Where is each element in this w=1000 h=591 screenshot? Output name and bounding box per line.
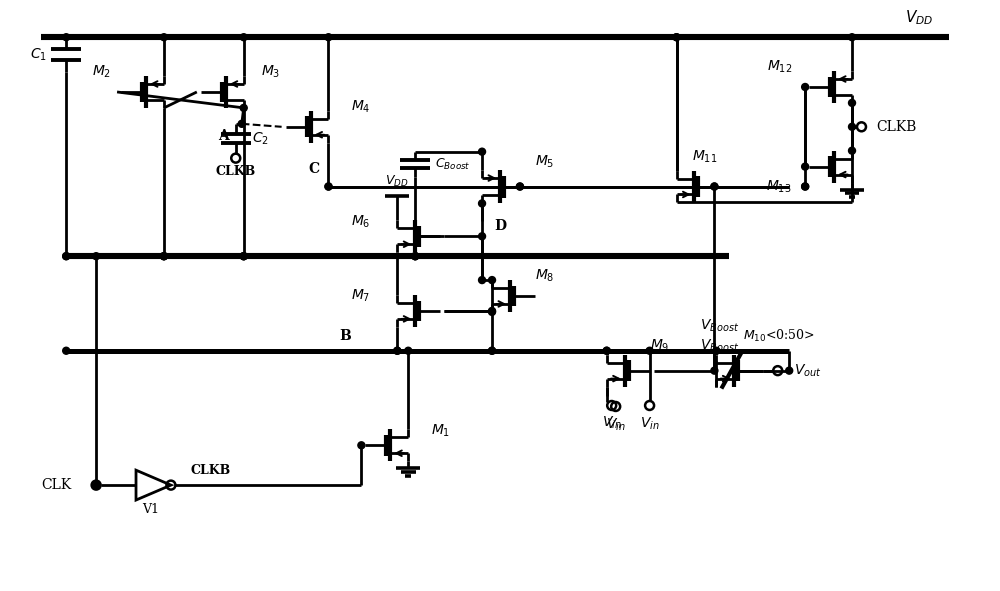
- Text: $V_{out}$: $V_{out}$: [794, 362, 822, 379]
- Circle shape: [489, 307, 496, 314]
- Circle shape: [489, 309, 496, 316]
- Circle shape: [405, 348, 412, 354]
- Text: A: A: [218, 129, 229, 143]
- Circle shape: [479, 148, 486, 155]
- Text: $M_{10}$<0:50>: $M_{10}$<0:50>: [743, 328, 815, 344]
- Text: $V_{in}$: $V_{in}$: [602, 414, 622, 431]
- Text: $V_{DD}$: $V_{DD}$: [905, 8, 933, 27]
- Circle shape: [63, 253, 70, 259]
- Circle shape: [802, 183, 809, 190]
- Circle shape: [673, 34, 680, 41]
- Text: $M_7$: $M_7$: [351, 288, 370, 304]
- Circle shape: [802, 183, 809, 190]
- Circle shape: [849, 99, 856, 106]
- Text: $M_{13}$: $M_{13}$: [766, 178, 792, 194]
- Text: $V_{in}$: $V_{in}$: [640, 415, 659, 431]
- Circle shape: [412, 253, 419, 259]
- Text: $C_{Boost}$: $C_{Boost}$: [435, 157, 471, 171]
- Text: $V_{Boost}$: $V_{Boost}$: [700, 317, 739, 334]
- Circle shape: [240, 34, 247, 41]
- Circle shape: [394, 348, 401, 354]
- Circle shape: [63, 348, 70, 354]
- Circle shape: [711, 367, 718, 374]
- Circle shape: [516, 183, 523, 190]
- Circle shape: [160, 34, 167, 41]
- Circle shape: [325, 183, 332, 190]
- Circle shape: [63, 34, 70, 41]
- Circle shape: [479, 200, 486, 207]
- Text: $M_1$: $M_1$: [431, 422, 450, 439]
- Circle shape: [489, 348, 496, 354]
- Circle shape: [160, 253, 167, 259]
- Circle shape: [802, 83, 809, 90]
- Text: C: C: [308, 161, 319, 176]
- Text: $M_2$: $M_2$: [92, 64, 111, 80]
- Text: $M_{11}$: $M_{11}$: [692, 148, 717, 165]
- Circle shape: [489, 348, 496, 354]
- Circle shape: [238, 121, 245, 127]
- Circle shape: [325, 183, 332, 190]
- Text: $M_8$: $M_8$: [535, 268, 555, 284]
- Text: $M_6$: $M_6$: [351, 213, 370, 229]
- Text: $M_4$: $M_4$: [351, 99, 370, 115]
- Circle shape: [603, 348, 610, 354]
- Text: CLKB: CLKB: [190, 464, 230, 477]
- Circle shape: [325, 34, 332, 41]
- Circle shape: [849, 147, 856, 154]
- Circle shape: [93, 482, 100, 489]
- Text: V1: V1: [142, 504, 159, 517]
- Text: $V_{Boost}$: $V_{Boost}$: [700, 337, 739, 354]
- Text: $M_3$: $M_3$: [261, 64, 280, 80]
- Text: $V_{DD}$: $V_{DD}$: [385, 174, 409, 189]
- Circle shape: [516, 183, 523, 190]
- Circle shape: [412, 253, 419, 259]
- Circle shape: [786, 367, 793, 374]
- Text: $M_{12}$: $M_{12}$: [767, 59, 792, 75]
- Text: $V_{in}$: $V_{in}$: [606, 416, 626, 433]
- Circle shape: [412, 253, 419, 259]
- Circle shape: [160, 253, 167, 259]
- Circle shape: [849, 34, 856, 41]
- Circle shape: [240, 253, 247, 259]
- Text: D: D: [494, 219, 506, 233]
- Text: $C_2$: $C_2$: [252, 131, 269, 147]
- Circle shape: [240, 253, 247, 259]
- Circle shape: [63, 253, 70, 259]
- Circle shape: [240, 253, 247, 259]
- Circle shape: [646, 348, 653, 354]
- Circle shape: [802, 163, 809, 170]
- Circle shape: [711, 183, 718, 190]
- Circle shape: [603, 348, 610, 354]
- Circle shape: [713, 348, 720, 354]
- Text: CLKB: CLKB: [216, 165, 256, 178]
- Circle shape: [358, 442, 365, 449]
- Circle shape: [160, 253, 167, 259]
- Circle shape: [673, 34, 680, 41]
- Text: $C_1$: $C_1$: [30, 47, 47, 63]
- Circle shape: [489, 277, 496, 284]
- Circle shape: [849, 124, 856, 130]
- Circle shape: [479, 233, 486, 240]
- Circle shape: [394, 348, 401, 354]
- Circle shape: [711, 183, 718, 190]
- Text: $M_5$: $M_5$: [535, 154, 555, 170]
- Text: B: B: [340, 329, 351, 343]
- Text: $M_9$: $M_9$: [650, 337, 669, 354]
- Text: CLK: CLK: [41, 478, 71, 492]
- Circle shape: [479, 277, 486, 284]
- Text: CLKB: CLKB: [877, 120, 917, 134]
- Circle shape: [93, 253, 100, 259]
- Circle shape: [240, 105, 247, 111]
